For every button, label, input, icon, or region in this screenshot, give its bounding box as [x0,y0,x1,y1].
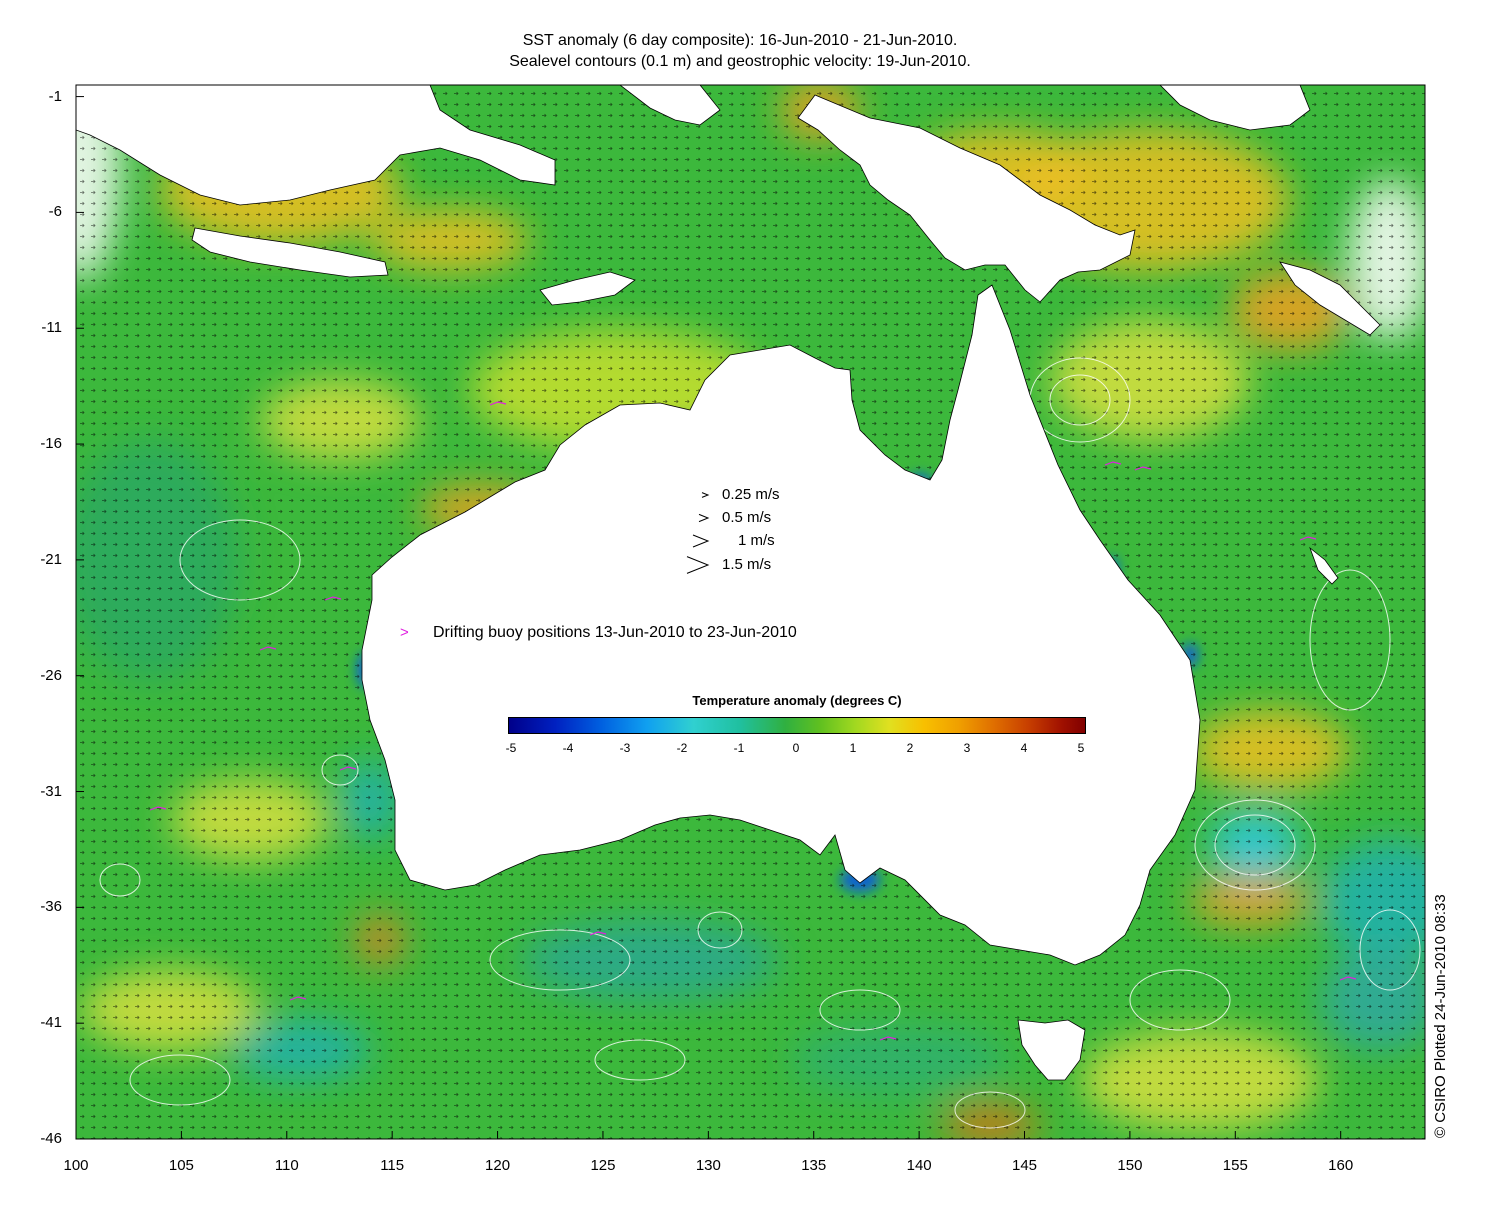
x-tick-label: 115 [380,1157,405,1174]
x-tick-label: 100 [63,1157,89,1174]
y-tick-label: -21 [40,550,62,568]
colorbar-tick-label: 2 [906,741,914,755]
solomon-islands [1279,261,1381,336]
x-tick-label: 140 [906,1157,932,1174]
y-tick-label: -41 [40,1014,62,1032]
velocity-legend-arrow-icon [692,534,710,548]
y-tick-label: -16 [40,435,62,453]
northern-islands-east [1159,85,1311,131]
land [76,85,1381,1081]
java [191,227,389,278]
colorbar-tick-label: -4 [562,741,574,755]
y-tick-label: -6 [48,203,62,221]
new-caledonia [1309,546,1339,585]
colorbar-tick-label: -5 [505,741,517,755]
colorbar-tick-label: 5 [1077,741,1085,755]
x-tick-label: 160 [1328,1157,1354,1174]
colorbar [508,717,1086,734]
y-tick-label: -1 [48,87,62,105]
colorbar-tick-label: 1 [849,741,857,755]
colorbar-tick-label: -1 [733,741,745,755]
y-tick-label: -36 [40,898,62,916]
copyright-text: © CSIRO Plotted 24-Jun-2010 08:33 [1432,894,1449,1138]
y-tick-label: -31 [40,782,62,800]
colorbar-tick-label: -2 [676,741,688,755]
x-tick-label: 155 [1222,1157,1248,1174]
x-tick-label: 145 [1012,1157,1038,1174]
sulawesi-islands [619,85,721,126]
x-tick-label: 125 [590,1157,616,1174]
new-guinea [797,94,1136,303]
colorbar-tick-label: 3 [963,741,971,755]
x-tick-label: 120 [485,1157,511,1174]
y-tick-label: -11 [41,319,62,337]
australia-mainland [361,284,1201,966]
velocity-legend-label: 0.25 m/s [722,486,780,503]
timor [539,271,636,306]
borneo-sumatra [76,85,556,206]
velocity-legend-label: 1 m/s [738,532,775,549]
x-tick-label: 110 [274,1157,299,1174]
x-tick-label: 135 [801,1157,827,1174]
y-tick-label: -46 [40,1130,62,1147]
buoy-marker-icon: > [400,624,409,641]
x-tick-label: 105 [168,1157,194,1174]
colorbar-tick-label: 4 [1020,741,1028,755]
map-title-line2: Sealevel contours (0.1 m) and geostrophi… [509,53,971,70]
velocity-legend-arrow-icon [701,492,710,498]
velocity-legend-label: 0.5 m/s [722,509,772,526]
colorbar-tick-label: -3 [619,741,631,755]
velocity-legend-label: 1.5 m/s [722,556,772,573]
x-tick-label: 150 [1117,1157,1143,1174]
colorbar-title: Temperature anomaly (degrees C) [692,693,902,708]
buoy-legend-label: Drifting buoy positions 13-Jun-2010 to 2… [433,624,797,641]
tasmania [1017,1019,1086,1081]
velocity-legend-arrow-icon [698,513,710,523]
colorbar-tick-label: 0 [792,741,800,755]
map-title-line1: SST anomaly (6 day composite): 16-Jun-20… [522,32,958,49]
x-tick-label: 130 [695,1157,721,1174]
ocean-field [76,85,1425,1139]
velocity-legend-arrow-icon [686,556,710,574]
y-tick-label: -26 [40,666,62,684]
